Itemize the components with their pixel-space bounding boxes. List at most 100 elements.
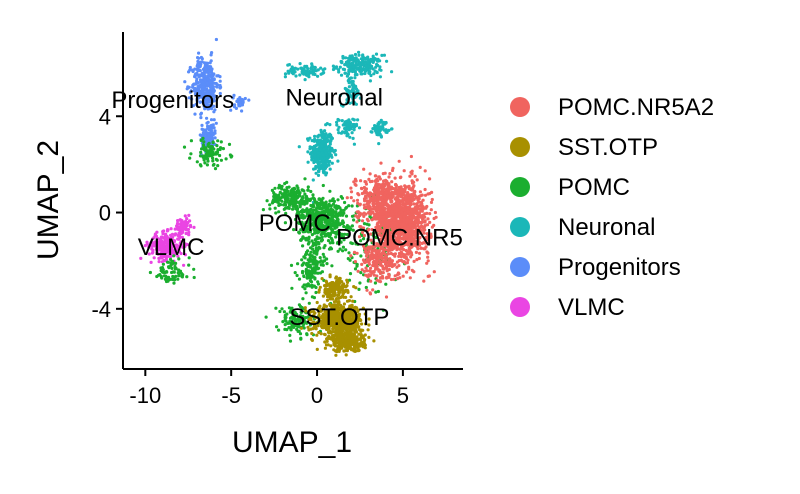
point-neuronal [344,87,348,91]
point-pomc [329,207,333,211]
point-pomc-nr5a2 [407,184,411,188]
point-pomc [277,186,281,190]
point-pomc [293,217,298,222]
point-pomc [316,267,320,271]
point-neuronal [363,68,368,72]
point-sst-otp [344,288,348,292]
point-pomc [304,316,308,320]
point-sst-otp [310,331,314,336]
point-pomc [320,238,324,242]
point-neuronal [324,160,329,164]
point-progenitors [202,82,206,86]
point-pomc [274,211,278,215]
point-pomc [294,196,298,200]
point-pomc [317,260,322,264]
point-vlmc [187,230,191,234]
point-pomc-nr5a2 [426,192,430,196]
point-pomc [323,244,327,248]
point-pomc [315,231,320,235]
point-pomc-nr5a2 [412,191,416,195]
point-progenitors [203,98,207,102]
point-neuronal [378,126,382,130]
point-neuronal [300,71,305,75]
point-neuronal [312,167,316,171]
point-progenitors [209,118,214,122]
point-progenitors [213,136,217,140]
point-neuronal [316,173,321,177]
point-neuronal [390,127,394,131]
point-neuronal [350,61,354,65]
point-pomc-nr5a2 [410,181,415,185]
point-neuronal [324,144,328,149]
point-sst-otp [351,342,355,346]
point-sst-otp [348,339,352,344]
point-pomc [307,301,311,305]
point-pomc [280,187,284,191]
point-neuronal [315,139,319,143]
point-progenitors [212,81,216,85]
point-vlmc [145,242,149,246]
point-neuronal [359,68,364,73]
point-neuronal [340,60,344,64]
point-pomc [170,262,174,266]
point-pomc [306,315,310,319]
point-vlmc [183,242,188,246]
point-progenitors [208,61,212,65]
point-neuronal [306,160,310,164]
point-neuronal [378,133,382,137]
point-progenitors [205,81,209,85]
point-vlmc [176,226,180,230]
point-vlmc [151,237,155,241]
point-pomc-nr5a2 [423,219,427,223]
point-neuronal [356,118,360,122]
point-pomc [318,256,322,260]
point-neuronal [306,67,310,71]
point-pomc [291,195,295,199]
point-neuronal [371,127,375,131]
point-pomc [177,274,181,278]
point-pomc [331,241,335,245]
point-sst-otp [321,294,325,298]
point-vlmc [156,240,160,244]
point-pomc [185,275,189,279]
point-pomc [287,306,291,310]
point-neuronal [334,153,338,157]
point-sst-otp [348,336,352,340]
point-vlmc [170,232,175,236]
point-pomc [310,295,314,299]
point-neuronal [326,163,330,167]
point-pomc [318,225,323,229]
point-progenitors [218,91,222,96]
point-pomc [293,191,297,195]
point-pomc [210,151,214,155]
point-progenitors [210,123,214,127]
point-pomc [297,214,301,218]
point-neuronal [336,128,340,132]
point-pomc [300,196,304,200]
point-neuronal [371,54,375,58]
point-pomc [299,237,304,241]
point-neuronal [320,144,324,148]
point-pomc [335,241,340,245]
point-pomc [351,228,355,232]
point-pomc-nr5a2 [401,274,405,278]
point-progenitors [206,77,210,81]
point-pomc [277,183,281,187]
point-vlmc [179,240,183,244]
point-sst-otp [336,286,340,291]
point-neuronal [316,151,320,155]
point-pomc-nr5a2 [398,253,402,258]
point-sst-otp [361,334,365,338]
point-pomc [304,250,309,254]
point-pomc-nr5a2 [418,190,422,194]
point-neuronal [327,144,331,149]
point-pomc [306,242,310,246]
point-sst-otp [325,298,330,302]
point-progenitors [188,90,192,94]
point-vlmc [183,214,187,218]
point-progenitors [193,112,197,116]
point-neuronal [303,65,307,69]
point-pomc [230,154,234,158]
point-progenitors [198,73,202,77]
point-pomc-nr5a2 [404,218,408,222]
